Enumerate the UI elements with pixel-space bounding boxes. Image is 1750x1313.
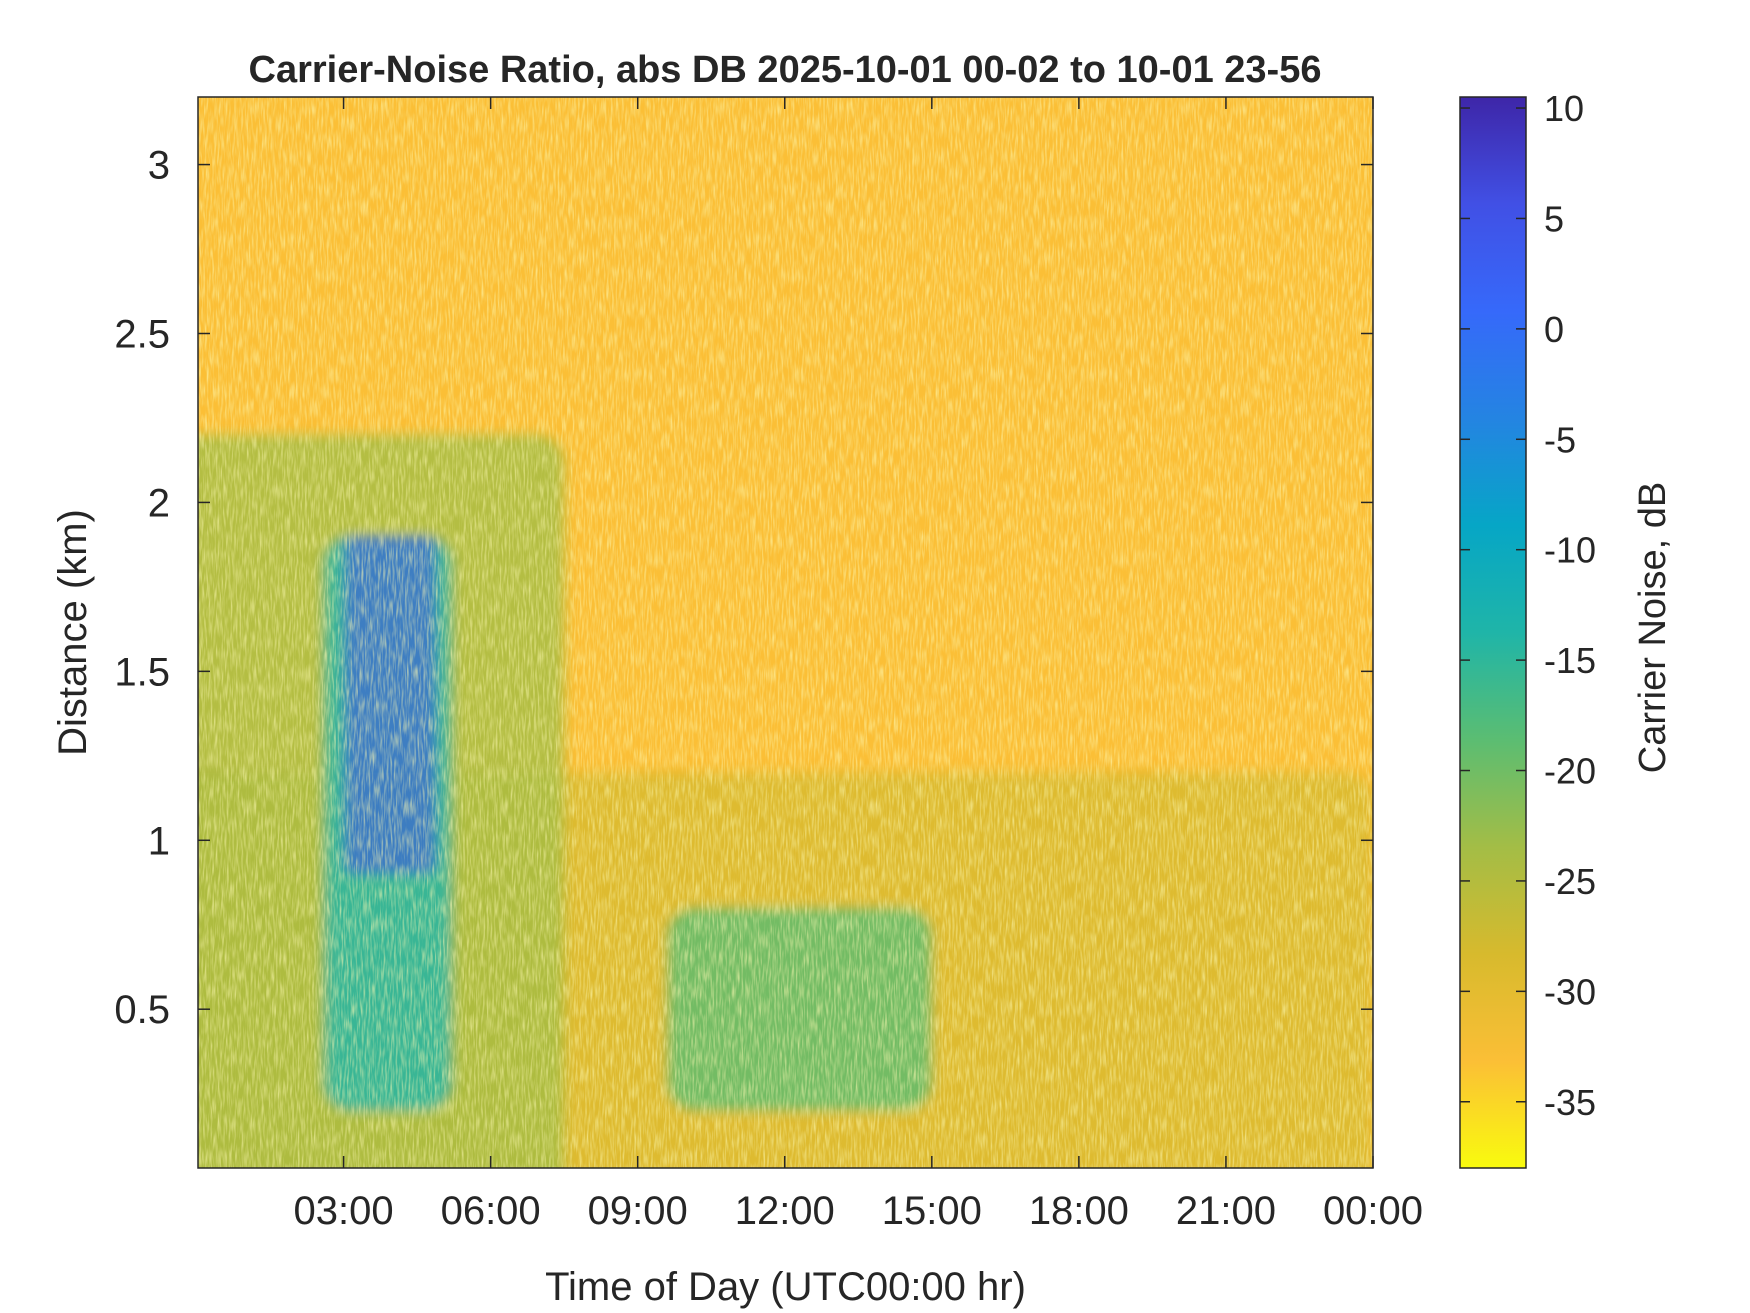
y-tick-label: 1 — [148, 819, 170, 863]
colorbar-tick-label: -25 — [1544, 861, 1596, 902]
x-tick-label: 00:00 — [1323, 1189, 1423, 1233]
colorbar-label: Carrier Noise, dB — [1632, 482, 1674, 773]
colorbar-tick-label: 0 — [1544, 309, 1564, 350]
y-tick-label: 2 — [148, 481, 170, 525]
x-tick-label: 12:00 — [735, 1189, 835, 1233]
colorbar-tick-label: -10 — [1544, 530, 1596, 571]
y-tick-label: 2.5 — [114, 312, 170, 356]
x-axis-label: Time of Day (UTC00:00 hr) — [545, 1265, 1026, 1309]
colorbar-tick-label: -15 — [1544, 640, 1596, 681]
heatmap-noise — [198, 97, 1373, 1168]
colorbar: 10 5 0 -5 -10 -15 -20 -25 -30 -35 — [1459, 88, 1596, 1169]
colorbar-tick-label: -20 — [1544, 751, 1596, 792]
x-tick-label: 06:00 — [441, 1189, 541, 1233]
x-tick-label: 09:00 — [588, 1189, 688, 1233]
y-axis-label: Distance (km) — [51, 509, 95, 756]
y-tick-label: 3 — [148, 144, 170, 188]
colorbar-tick-label: 5 — [1544, 198, 1564, 239]
x-tick-label: 18:00 — [1029, 1189, 1129, 1233]
y-tick-label: 0.5 — [114, 988, 170, 1032]
colorbar-tick-label: -5 — [1544, 419, 1576, 460]
chart-title: Carrier-Noise Ratio, abs DB 2025-10-01 0… — [249, 49, 1322, 91]
colorbar-gradient — [1459, 96, 1527, 1169]
heatmap-plot — [198, 97, 1373, 1168]
x-tick-label: 15:00 — [882, 1189, 982, 1233]
colorbar-tick-label: -35 — [1544, 1082, 1596, 1123]
x-tick-label: 21:00 — [1176, 1189, 1276, 1233]
colorbar-tick-label: 10 — [1544, 88, 1584, 129]
colorbar-tick-label: -30 — [1544, 971, 1596, 1012]
y-tick-label: 1.5 — [114, 650, 170, 694]
plot-axes: 03:00 06:00 09:00 12:00 15:00 18:00 21:00 00:00… — [114, 96, 1423, 1233]
x-tick-label: 03:00 — [294, 1189, 394, 1233]
